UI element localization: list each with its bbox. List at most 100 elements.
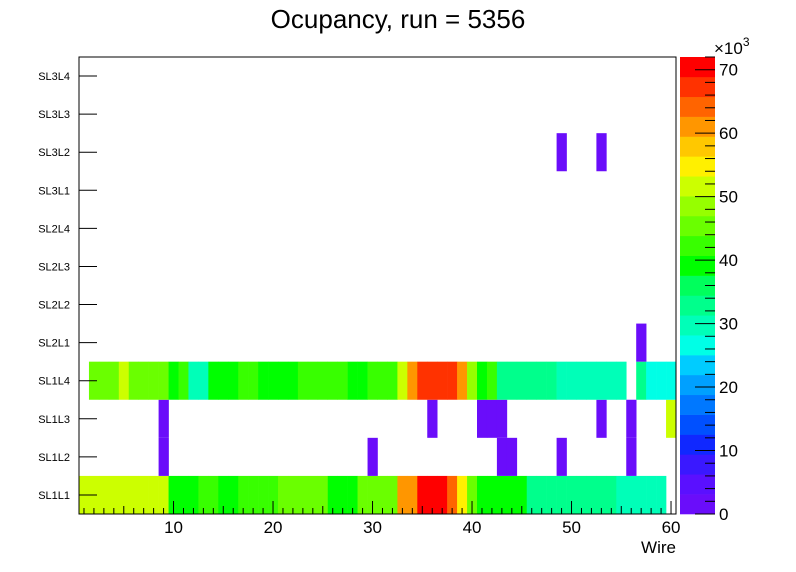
color-scale-segment	[680, 494, 715, 515]
y-tick-label: SL1L3	[38, 414, 70, 426]
heatmap-cell	[148, 361, 159, 400]
x-axis-label: Wire	[641, 538, 676, 557]
heatmap-cell	[188, 361, 199, 400]
x-tick-label: 50	[562, 518, 581, 537]
heatmap-cell	[168, 361, 179, 400]
heatmap-cell	[616, 475, 627, 514]
heatmap-cell	[168, 475, 179, 514]
heatmap-cell	[506, 361, 518, 400]
color-scale-tick-label: 60	[719, 124, 738, 143]
color-scale-segment	[680, 176, 715, 197]
color-scale-exponent-base: ×10	[714, 39, 743, 58]
heatmap-cell	[228, 361, 239, 400]
heatmap-cell	[636, 323, 647, 362]
heatmap-cell	[437, 475, 448, 514]
heatmap-cell	[138, 361, 149, 400]
color-scale-tick-label: 40	[719, 251, 738, 270]
heatmap-cell	[646, 361, 657, 400]
color-scale-segment	[680, 196, 715, 217]
heatmap-cell	[626, 399, 637, 438]
heatmap-cell	[287, 361, 299, 400]
heatmap-cell	[556, 437, 567, 476]
color-scale-segment	[680, 96, 715, 117]
y-tick-label: SL2L1	[38, 338, 70, 350]
y-tick-label: SL3L1	[38, 185, 70, 197]
color-scale-exponent-power: 3	[743, 35, 750, 49]
heatmap-cell	[228, 475, 239, 514]
heatmap-cell	[516, 475, 528, 514]
heatmap-cell	[606, 475, 617, 514]
heatmap-cell	[556, 133, 567, 172]
heatmap-cells	[79, 133, 677, 514]
heatmap-cell	[118, 475, 130, 514]
x-tick-label: 30	[363, 518, 382, 537]
heatmap-cell	[546, 475, 557, 514]
heatmap-cell	[576, 361, 587, 400]
color-scale-segment	[680, 434, 715, 455]
heatmap-cell	[666, 399, 677, 438]
color-scale-tick-label: 0	[719, 505, 728, 524]
heatmap-cell	[496, 361, 508, 400]
heatmap-cell	[477, 361, 488, 400]
heatmap-cell	[238, 361, 249, 400]
y-tick-label: SL2L4	[38, 223, 70, 235]
heatmap-cell	[108, 361, 120, 400]
heatmap-cell	[327, 361, 338, 400]
heatmap-cell	[447, 361, 458, 400]
heatmap-cell	[606, 361, 617, 400]
heatmap-cell	[447, 475, 458, 514]
heatmap-cell	[407, 475, 418, 514]
heatmap-cell	[377, 475, 388, 514]
heatmap-cell	[417, 361, 428, 400]
color-scale-segment	[680, 374, 715, 396]
heatmap-cell	[636, 475, 647, 514]
color-scale-segment	[680, 76, 715, 98]
heatmap-cell	[417, 475, 428, 514]
heatmap-cell	[367, 475, 378, 514]
heatmap-cell	[208, 361, 219, 400]
heatmap-cell	[178, 361, 189, 400]
heatmap-cell	[148, 475, 159, 514]
x-tick-label: 10	[164, 518, 183, 537]
heatmap-cell	[556, 475, 567, 514]
heatmap-cell	[467, 361, 478, 400]
heatmap-cell	[526, 361, 537, 400]
y-tick-label: SL2L3	[38, 261, 70, 273]
heatmap-cell	[387, 475, 398, 514]
heatmap-cell	[248, 361, 259, 400]
color-scale-exponent: ×103	[714, 35, 750, 58]
heatmap-cell	[258, 361, 269, 400]
color-scale-tick-label: 50	[719, 188, 738, 207]
heatmap-cell	[596, 361, 607, 400]
heatmap-cell	[566, 361, 577, 400]
color-scale-segment	[680, 215, 715, 237]
color-scale-segment	[680, 235, 715, 256]
heatmap-cell	[367, 361, 378, 400]
y-tick-label: SL2L2	[38, 300, 70, 312]
heatmap-cell	[337, 361, 348, 400]
heatmap-cell	[307, 361, 319, 400]
heatmap-cell	[377, 361, 388, 400]
color-scale-tick-label: 70	[719, 61, 738, 80]
color-scale-segment	[680, 156, 715, 177]
color-scale-segment	[680, 335, 715, 356]
heatmap-cell	[586, 361, 597, 400]
heatmap-cell	[158, 475, 169, 514]
heatmap-cell	[437, 361, 448, 400]
heatmap-cell	[138, 475, 149, 514]
y-tick-label: SL3L2	[38, 147, 70, 159]
heatmap-cell	[477, 399, 488, 438]
heatmap-cell	[486, 475, 498, 514]
heatmap-cell	[337, 475, 348, 514]
y-tick-label: SL3L4	[38, 71, 70, 83]
heatmap-cell	[586, 475, 597, 514]
heatmap-cell	[397, 361, 408, 400]
heatmap-cell	[427, 361, 438, 400]
heatmap-cell	[347, 475, 358, 514]
heatmap-cell	[397, 475, 408, 514]
color-scale-segment	[680, 474, 715, 495]
heatmap-cell	[278, 475, 289, 514]
heatmap-cell	[198, 361, 209, 400]
heatmap-cell	[118, 361, 130, 400]
